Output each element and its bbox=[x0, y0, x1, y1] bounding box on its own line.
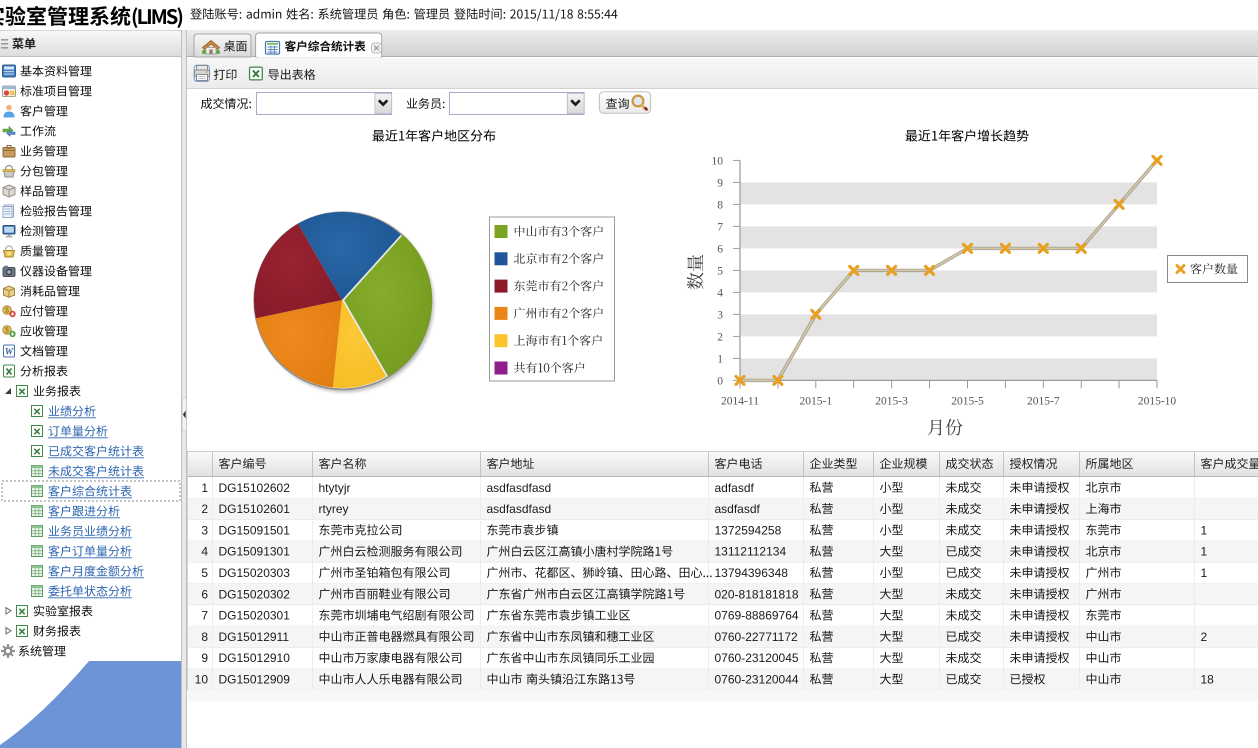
svg-text:adfasdf: adfasdf bbox=[715, 481, 755, 495]
svg-text:9: 9 bbox=[717, 177, 723, 189]
svg-text:3: 3 bbox=[717, 309, 723, 321]
svg-text:2015-7: 2015-7 bbox=[1027, 395, 1060, 407]
svg-text:4: 4 bbox=[717, 287, 723, 299]
svg-text:7: 7 bbox=[717, 221, 723, 233]
svg-text:6: 6 bbox=[717, 243, 723, 255]
svg-text:$: $ bbox=[5, 307, 9, 314]
svg-text:3: 3 bbox=[201, 523, 208, 537]
svg-text:0769-88869764: 0769-88869764 bbox=[715, 609, 799, 623]
svg-text:4: 4 bbox=[201, 545, 208, 559]
svg-text:13794396348: 13794396348 bbox=[715, 566, 789, 580]
svg-text:DG15020303: DG15020303 bbox=[219, 566, 291, 580]
svg-text:htytyjr: htytyjr bbox=[319, 481, 351, 495]
svg-text:1: 1 bbox=[1201, 545, 1208, 559]
svg-text:2015-1: 2015-1 bbox=[800, 395, 833, 407]
svg-text:DG15102602: DG15102602 bbox=[219, 481, 291, 495]
svg-text:0: 0 bbox=[717, 375, 723, 387]
svg-text:asdfasdfasd: asdfasdfasd bbox=[487, 502, 552, 516]
svg-text:2014-11: 2014-11 bbox=[721, 395, 759, 407]
svg-text:1: 1 bbox=[717, 353, 723, 365]
svg-text:9: 9 bbox=[201, 651, 208, 665]
svg-text:asdfasdf: asdfasdf bbox=[715, 502, 761, 516]
svg-text:2015-5: 2015-5 bbox=[951, 395, 984, 407]
svg-text:10: 10 bbox=[195, 673, 209, 687]
svg-text:1372594258: 1372594258 bbox=[715, 523, 782, 537]
svg-text:020-818181818: 020-818181818 bbox=[715, 587, 799, 601]
svg-text:5: 5 bbox=[201, 566, 208, 580]
svg-text:1: 1 bbox=[1201, 523, 1208, 537]
svg-text:2: 2 bbox=[1201, 630, 1208, 644]
svg-text:rtyrey: rtyrey bbox=[319, 502, 349, 516]
svg-text:DG15012909: DG15012909 bbox=[219, 673, 291, 687]
svg-text:0760-23120044: 0760-23120044 bbox=[715, 673, 799, 687]
svg-text:7: 7 bbox=[201, 609, 208, 623]
svg-text:0760-23120045: 0760-23120045 bbox=[715, 651, 799, 665]
svg-text:5: 5 bbox=[717, 265, 723, 277]
svg-text:DG15020302: DG15020302 bbox=[219, 587, 291, 601]
svg-text:8: 8 bbox=[717, 199, 723, 211]
svg-text:$: $ bbox=[5, 327, 9, 334]
svg-text:13112112134: 13112112134 bbox=[715, 545, 787, 559]
svg-text:10: 10 bbox=[712, 155, 724, 167]
svg-text:DG15012911: DG15012911 bbox=[219, 630, 290, 644]
svg-text:6: 6 bbox=[201, 587, 208, 601]
svg-text:2015-3: 2015-3 bbox=[875, 395, 908, 407]
svg-text:1: 1 bbox=[1201, 566, 1208, 580]
svg-text:0760-22771172: 0760-22771172 bbox=[715, 630, 799, 644]
svg-text:DG15102601: DG15102601 bbox=[219, 502, 291, 516]
svg-text:asdfasdfasd: asdfasdfasd bbox=[487, 481, 552, 495]
svg-text:2015-10: 2015-10 bbox=[1138, 395, 1177, 407]
svg-text:1: 1 bbox=[201, 481, 208, 495]
svg-text:8: 8 bbox=[201, 630, 208, 644]
svg-text:2: 2 bbox=[201, 502, 208, 516]
svg-text:DG15091501: DG15091501 bbox=[219, 523, 291, 537]
svg-text:DG15091301: DG15091301 bbox=[219, 545, 291, 559]
svg-text:2: 2 bbox=[717, 331, 723, 343]
svg-text:18: 18 bbox=[1201, 673, 1215, 687]
svg-text:DG15020301: DG15020301 bbox=[219, 609, 291, 623]
svg-text:DG15012910: DG15012910 bbox=[219, 651, 291, 665]
svg-text:W: W bbox=[5, 348, 14, 358]
